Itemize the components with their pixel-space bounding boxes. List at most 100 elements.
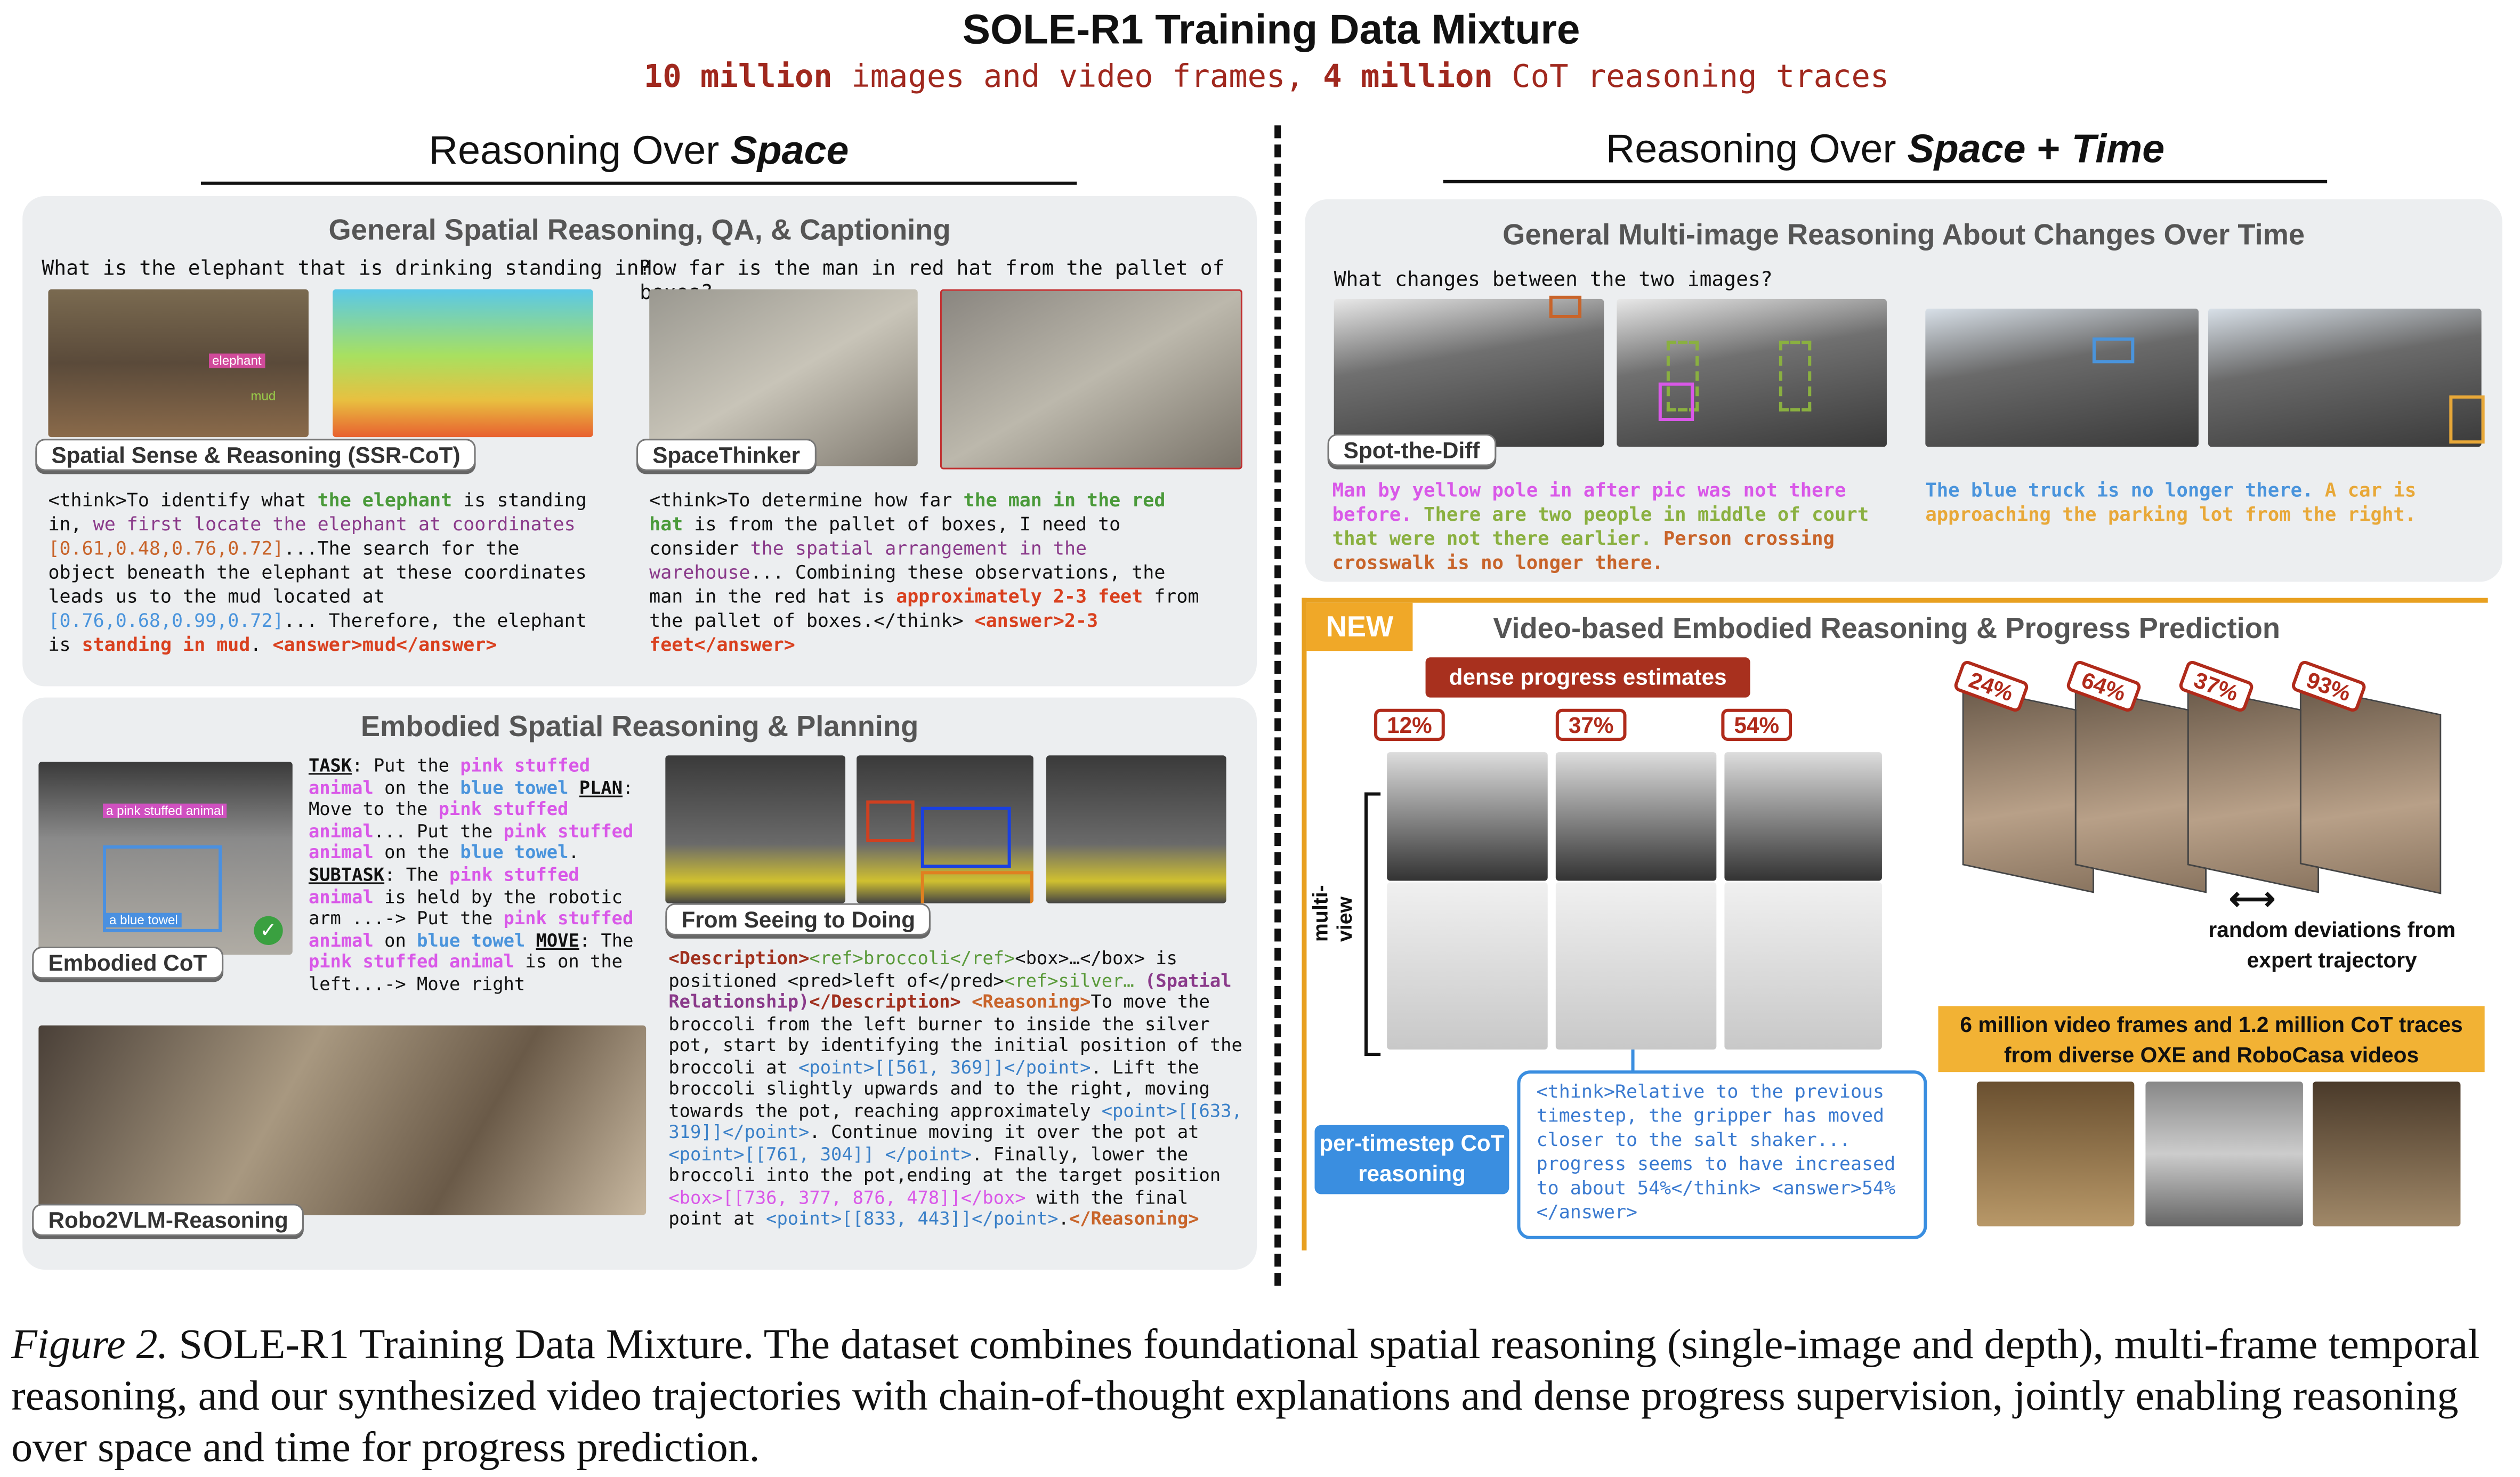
text-segment: 4 million (1323, 58, 1493, 95)
elephant-label: elephant (208, 353, 265, 368)
text-segment: . Continue moving it over the pot at (809, 1121, 1199, 1143)
text-segment: ... Put the (373, 821, 504, 842)
text-segment: the man in the red hat (649, 488, 1166, 536)
new-badge: NEW (1306, 602, 1413, 651)
parking-diff-text: The blue truck is no longer there. A car… (1925, 479, 2479, 527)
deviation-label: random deviations from expert trajectory (2208, 917, 2456, 973)
text-segment: . Finally, lower the broccoli into the p… (668, 1143, 1221, 1187)
text-segment: </Reasoning> (1069, 1208, 1199, 1230)
people-box-before (1666, 341, 1699, 411)
text-segment: pink stuffed animal (308, 799, 569, 842)
panel-embodied-spatial: Embodied Spatial Reasoning & Planning a … (22, 697, 1257, 1270)
depth-map-image (333, 289, 593, 438)
text-segment: [0.76,0.68,0.99,0.72] (48, 609, 284, 632)
text-segment: . (250, 633, 273, 656)
question-changes: What changes between the two images? (1334, 267, 1773, 291)
text-segment: . (1058, 1208, 1069, 1230)
pot-box (920, 806, 1011, 868)
frame-view1-t2 (1555, 752, 1717, 881)
text-segment: approximately 2-3 feet (896, 585, 1143, 608)
spatula-box (920, 871, 1033, 903)
panel-title: Embodied Spatial Reasoning & Planning (360, 710, 919, 743)
text-segment: PLAN (579, 777, 623, 798)
oxe-image-3 (2313, 1081, 2461, 1226)
text-segment: pink stuffed animal (308, 952, 514, 973)
text-segment: : Put the (352, 755, 461, 777)
frame-view2-t2 (1555, 882, 1717, 1050)
text-segment (525, 930, 536, 951)
dataset-stats-label: 6 million video frames and 1.2 million C… (1938, 1006, 2485, 1072)
text-segment: pink stuffed animal (308, 908, 634, 951)
figure-title: SOLE-R1 Training Data Mixture (962, 5, 1580, 53)
dataset-tag-from-seeing-to-doing: From Seeing to Doing (665, 903, 932, 935)
text-segment: on the (373, 843, 461, 864)
text-segment (568, 777, 579, 798)
text-segment: pink stuffed animal (308, 821, 634, 864)
text-segment: <Description> (668, 948, 810, 970)
text-segment: : The (579, 930, 634, 951)
right-heading-underline (1443, 180, 2328, 183)
robot-kitchen-image (38, 1025, 647, 1215)
text-segment: blue towel (460, 777, 569, 798)
blue-towel-label: a blue towel (106, 913, 181, 927)
text-segment: <think>To identify what (48, 488, 318, 511)
from-seeing-to-doing-text: <Description><ref>broccoli</ref><box>…</… (668, 948, 1250, 1230)
text-segment: <think>To determine how far (649, 488, 964, 511)
text-segment: (Spatial Relationship) (668, 970, 1232, 1013)
text-segment: the spatial arrangement in the warehouse (649, 537, 1087, 584)
street-image-before (1334, 298, 1604, 447)
text-segment: blue towel (417, 930, 526, 951)
right-heading: Reasoning Over Space + Time (1443, 127, 2327, 173)
text-segment: <box>…</box> is positioned <pred>left of… (668, 948, 1177, 991)
spot-the-diff-text: Man by yellow pole in after pic was not … (1332, 479, 1911, 576)
text-segment: <point>[[561, 369]]</point> (798, 1056, 1091, 1078)
embodied-cot-text: TASK: Put the pink stuffed animal on the… (309, 755, 649, 996)
progress-tag: 54% (1721, 708, 1792, 741)
dataset-tag-spot-the-diff: Spot-the-Diff (1327, 434, 1496, 466)
text-segment: is on the left...-> Move right (308, 952, 623, 995)
text-segment: </Description> (809, 991, 961, 1013)
text-segment: CoT reasoning traces (1492, 58, 1889, 95)
text-segment: ... Combining these observations, the ma… (649, 561, 1166, 608)
double-arrow-icon: ⟷ (2229, 882, 2275, 918)
text-segment: <answer>2-3 feet</answer> (649, 609, 1099, 656)
stove-image-2 (857, 755, 1033, 903)
frame-view1-t3 (1724, 752, 1882, 881)
text-segment: is standing in, (48, 488, 587, 536)
text-segment: <box>[[736, 377, 876, 478]]</box> (668, 1187, 1026, 1208)
panel-video-embodied: NEW Video-based Embodied Reasoning & Pro… (1302, 598, 2488, 1250)
text-segment: with the final point at (668, 1187, 1189, 1230)
text-segment: A car is approaching the parking lot fro… (1925, 479, 2417, 526)
text-segment: SUBTASK (308, 865, 385, 886)
dataset-tag-ssr-cot: Spatial Sense & Reasoning (SSR-CoT) (35, 439, 476, 471)
text-segment: : Move to the (308, 777, 634, 820)
text-segment: is from the pallet of boxes, I need to c… (649, 512, 1121, 560)
text-segment: . (568, 843, 579, 864)
dense-progress-label: dense progress estimates (1425, 657, 1750, 698)
right-heading-emph-space: Space (1907, 127, 2026, 172)
text-segment: To move the broccoli from the left burne… (668, 991, 1242, 1078)
text-segment: MOVE (536, 930, 579, 951)
text-segment: pink stuffed animal (308, 865, 579, 908)
man-box (1658, 382, 1694, 422)
text-segment: <point>[[833, 443]]</point> (766, 1208, 1059, 1230)
left-heading-prefix: Reasoning Over (429, 128, 731, 174)
warehouse-image-1 (649, 289, 918, 466)
oxe-image-1 (1976, 1081, 2135, 1226)
crosswalk-box (1549, 295, 1582, 319)
text-segment: from the pallet of boxes.</think> (649, 585, 1199, 632)
pink-stuffed-animal-label: a pink stuffed animal (102, 803, 227, 818)
right-heading-emph-time: Time (2071, 127, 2165, 172)
frame-view2-t3 (1724, 882, 1882, 1050)
people-box-after (1779, 341, 1812, 411)
multi-view-bracket (1364, 792, 1381, 1056)
spacethinker-reasoning-text: <think>To determine how far the man in t… (649, 489, 1204, 658)
progress-tag: 37% (1555, 708, 1627, 741)
text-segment: <answer>mud</answer> (272, 633, 497, 656)
left-heading-underline (200, 181, 1077, 185)
text-segment: . Lift the broccoli slightly upwards and… (668, 1056, 1210, 1121)
left-heading-emph: Space (730, 128, 849, 174)
text-segment: Person crossing crosswalk is no longer t… (1332, 527, 1835, 574)
panel-title: General Spatial Reasoning, QA, & Caption… (328, 214, 951, 246)
text-segment: [0.61,0.48,0.76,0.72] (48, 537, 284, 560)
